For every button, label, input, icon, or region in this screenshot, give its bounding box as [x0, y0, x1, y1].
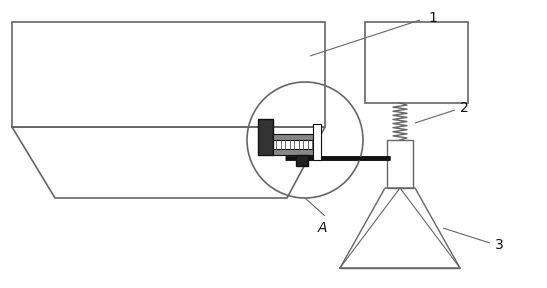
Text: A: A: [317, 221, 327, 235]
Polygon shape: [12, 127, 325, 198]
Bar: [313, 124, 321, 160]
Polygon shape: [340, 188, 460, 268]
Text: 2: 2: [460, 101, 469, 115]
Text: 3: 3: [495, 238, 504, 252]
Bar: [296, 155, 308, 166]
Bar: [273, 149, 313, 155]
Bar: [273, 134, 313, 140]
Bar: [12, 22, 325, 127]
Bar: [258, 119, 273, 155]
Bar: [365, 22, 468, 103]
Text: 1: 1: [428, 11, 437, 25]
Bar: [387, 140, 413, 188]
